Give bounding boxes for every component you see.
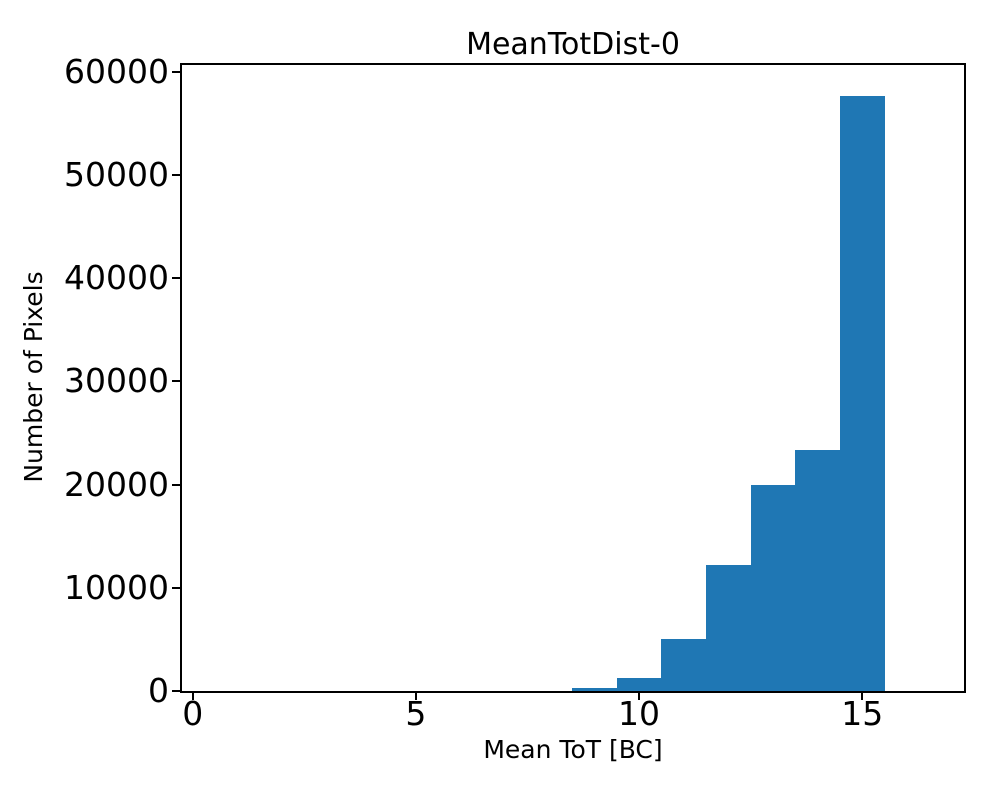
y-tick-mark bbox=[172, 173, 180, 176]
chart-title: MeanTotDist-0 bbox=[466, 27, 680, 62]
y-tick-label: 40000 bbox=[64, 258, 169, 298]
y-tick-mark bbox=[172, 70, 180, 73]
y-tick-mark bbox=[172, 277, 180, 280]
y-tick-label: 20000 bbox=[64, 464, 169, 504]
x-tick-label: 10 bbox=[618, 694, 661, 733]
x-tick-label: 5 bbox=[405, 694, 427, 733]
histogram-bar bbox=[795, 450, 840, 691]
y-tick-mark bbox=[172, 690, 180, 692]
x-tick-label: 0 bbox=[182, 694, 204, 733]
y-tick-label: 50000 bbox=[64, 154, 169, 194]
x-tick-mark bbox=[861, 692, 864, 700]
histogram-bar bbox=[572, 688, 617, 691]
y-tick-mark bbox=[172, 483, 180, 486]
histogram-bar bbox=[750, 485, 796, 691]
histogram-bar bbox=[661, 639, 706, 691]
y-tick-label: 30000 bbox=[64, 361, 169, 401]
y-tick-label: 60000 bbox=[64, 51, 169, 91]
y-tick-mark bbox=[172, 380, 180, 383]
y-tick-mark bbox=[172, 586, 180, 589]
x-tick-mark bbox=[638, 692, 641, 700]
y-tick-label: 10000 bbox=[64, 567, 169, 607]
x-axis-label: Mean ToT [BC] bbox=[483, 735, 663, 764]
x-tick-mark bbox=[414, 692, 417, 700]
histogram-bar bbox=[706, 565, 751, 691]
y-axis-label: Number of Pixels bbox=[19, 271, 48, 483]
x-tick-mark bbox=[191, 692, 194, 700]
x-tick-label: 15 bbox=[841, 694, 884, 733]
plot-area bbox=[182, 65, 964, 691]
histogram-bar bbox=[839, 95, 885, 691]
y-tick-label: 0 bbox=[148, 671, 169, 710]
histogram-bar bbox=[616, 677, 662, 691]
